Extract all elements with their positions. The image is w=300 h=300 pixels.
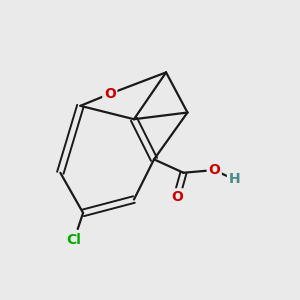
Text: Cl: Cl bbox=[66, 233, 81, 247]
Text: O: O bbox=[171, 190, 183, 204]
Text: H: H bbox=[229, 172, 240, 186]
Text: O: O bbox=[104, 87, 116, 101]
Text: O: O bbox=[208, 163, 220, 177]
